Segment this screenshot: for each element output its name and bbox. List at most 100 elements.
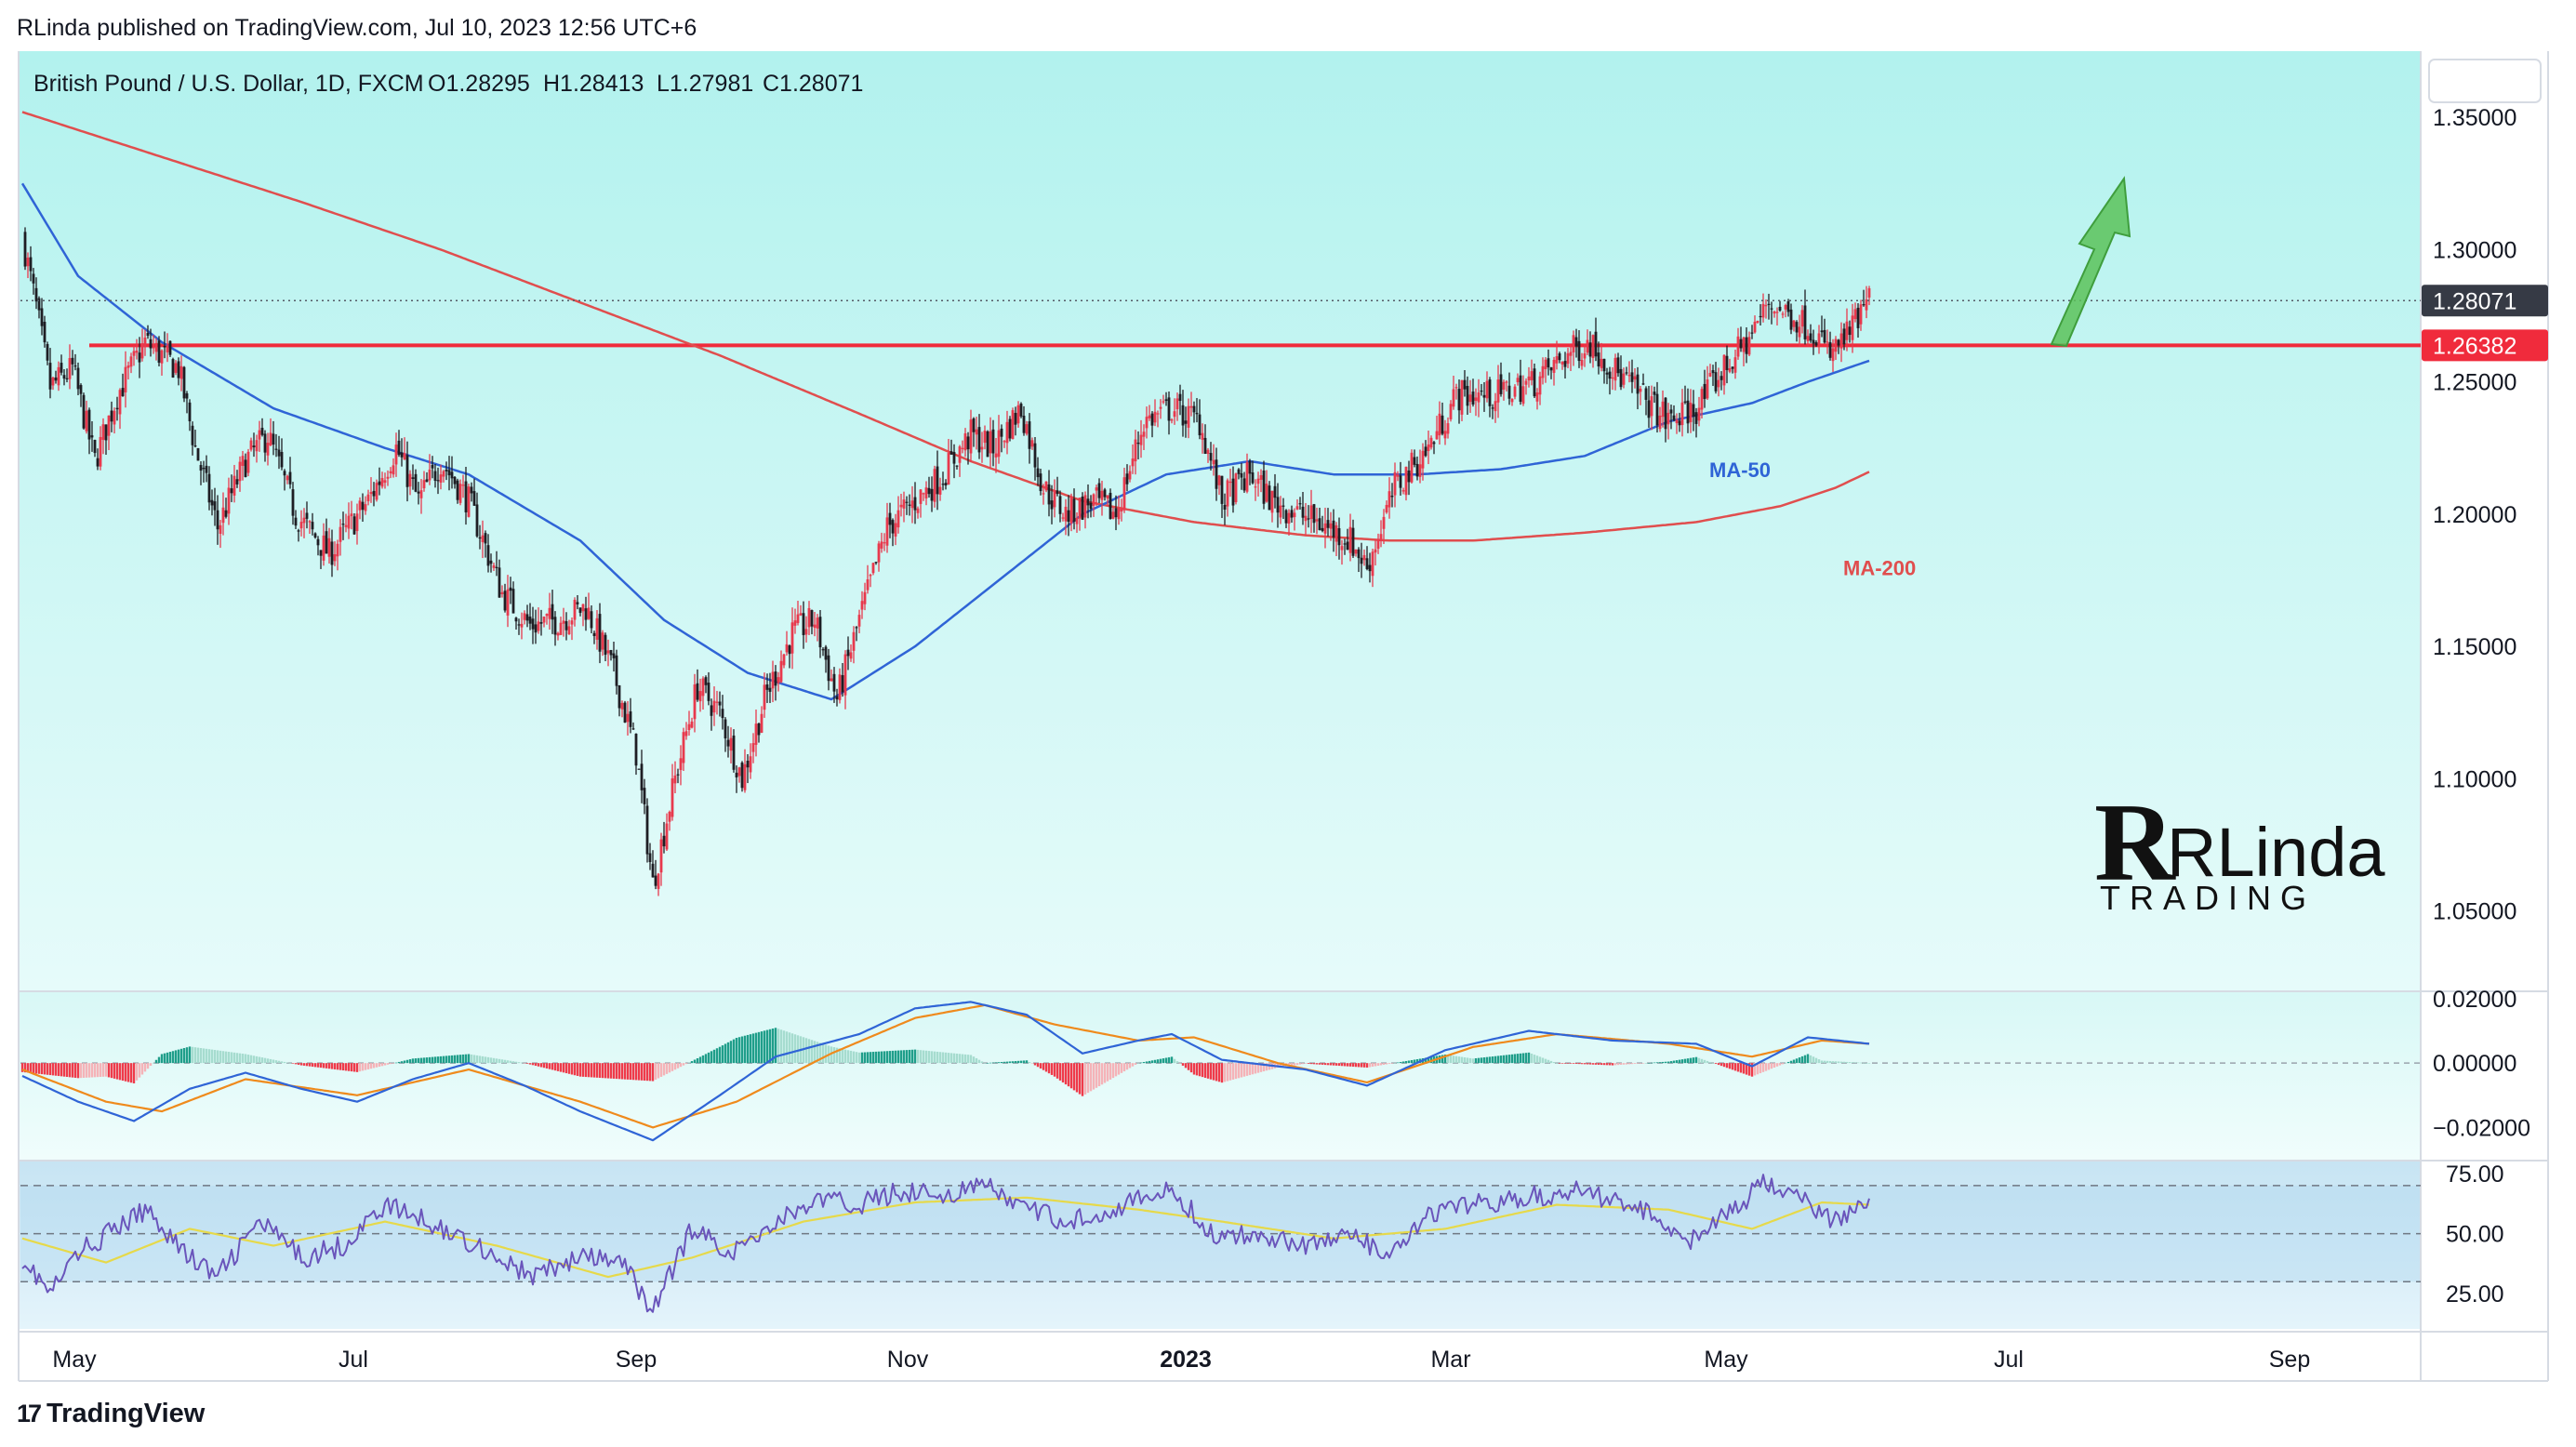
- macd-histogram-bar: [1089, 1063, 1093, 1092]
- candle-body: [1853, 309, 1857, 320]
- candle-body: [1538, 376, 1542, 395]
- candle: [1594, 317, 1598, 362]
- candle: [394, 432, 398, 477]
- time-tick-label: Jul: [339, 1347, 368, 1373]
- macd-histogram-bar: [936, 1051, 939, 1064]
- candle-body: [1477, 392, 1481, 403]
- macd-histogram-bar: [1831, 1061, 1835, 1064]
- candle-body: [1560, 361, 1564, 365]
- candle: [1259, 469, 1263, 493]
- macd-histogram-bar: [171, 1051, 175, 1064]
- candle-body: [673, 775, 677, 784]
- candle-body: [679, 758, 683, 771]
- candle-body: [182, 366, 186, 399]
- candle-body: [1491, 407, 1494, 409]
- candle-body: [857, 615, 861, 627]
- candle: [294, 510, 298, 529]
- candle-body: [1460, 379, 1464, 415]
- candle-body: [1605, 372, 1609, 375]
- candle-body: [888, 512, 892, 525]
- candle: [325, 518, 328, 554]
- candle: [113, 407, 116, 434]
- macd-histogram-bar: [1499, 1055, 1503, 1064]
- candle-body: [1181, 405, 1185, 426]
- macd-histogram-bar: [1326, 1063, 1330, 1066]
- candle-body: [1438, 413, 1441, 436]
- macd-histogram-bar: [1756, 1063, 1759, 1075]
- candle-body: [684, 731, 688, 737]
- candle: [1256, 471, 1260, 497]
- candle: [1424, 440, 1427, 458]
- macd-histogram-bar: [168, 1052, 172, 1064]
- axis-settings-box[interactable]: [2428, 59, 2542, 103]
- candle: [470, 482, 473, 502]
- macd-histogram-bar: [255, 1055, 259, 1064]
- candle: [213, 487, 217, 526]
- macd-histogram-bar: [216, 1050, 219, 1064]
- candle: [1382, 509, 1386, 545]
- macd-histogram-bar: [1053, 1063, 1056, 1077]
- candle-body: [249, 440, 253, 450]
- candle: [564, 612, 568, 641]
- candle: [1622, 367, 1626, 389]
- candle: [121, 373, 125, 397]
- candle: [475, 492, 479, 538]
- time-tick-label: 2023: [1160, 1347, 1212, 1373]
- candle-body: [1142, 431, 1146, 437]
- candle-body: [704, 677, 708, 685]
- candle: [1491, 404, 1494, 419]
- macd-histogram-bar: [1446, 1055, 1450, 1064]
- candle: [288, 457, 292, 489]
- candle: [1265, 470, 1268, 503]
- candle: [1742, 337, 1746, 366]
- macd-histogram-bar: [1569, 1063, 1573, 1064]
- candle-body: [818, 617, 822, 648]
- candle-body: [930, 488, 934, 501]
- macd-histogram-bar: [609, 1063, 613, 1079]
- candle-body: [788, 645, 791, 655]
- macd-histogram-bar: [333, 1063, 337, 1069]
- candle-body: [1276, 497, 1280, 513]
- candle-body: [1692, 404, 1695, 417]
- candle: [503, 583, 507, 613]
- macd-histogram-bar: [104, 1063, 108, 1077]
- rsi-pane-bg: [19, 1162, 2420, 1329]
- macd-histogram-bar: [657, 1063, 660, 1079]
- macd-histogram-bar: [1694, 1056, 1698, 1064]
- candle: [1775, 307, 1779, 325]
- macd-histogram-bar: [1728, 1063, 1732, 1069]
- candle-body: [207, 473, 211, 503]
- candle-body: [96, 458, 100, 467]
- candle: [1452, 375, 1455, 410]
- macd-histogram-bar: [1527, 1052, 1531, 1064]
- macd-histogram-bar: [486, 1056, 490, 1064]
- candle: [1823, 318, 1826, 344]
- macd-histogram-bar: [1482, 1057, 1486, 1064]
- candle: [221, 492, 225, 536]
- candle: [1535, 388, 1539, 410]
- candle: [785, 631, 789, 656]
- level-price-label: 1.26382: [2433, 333, 2516, 359]
- macd-histogram-bar: [704, 1054, 708, 1064]
- macd-histogram-bar: [732, 1039, 736, 1064]
- candle-body: [1067, 510, 1070, 523]
- candle: [1851, 303, 1854, 353]
- macd-histogram-bar: [1441, 1055, 1444, 1064]
- candle-body: [991, 429, 995, 454]
- candle-body: [1097, 483, 1101, 498]
- macd-histogram-bar: [726, 1042, 730, 1064]
- candle: [1683, 385, 1687, 405]
- candle-body: [1329, 523, 1333, 529]
- macd-histogram-bar: [1491, 1056, 1494, 1064]
- macd-histogram-bar: [1625, 1063, 1628, 1065]
- candle-body: [729, 737, 733, 751]
- candle-body: [1588, 342, 1592, 357]
- candle-body: [372, 490, 376, 497]
- tradingview-brand[interactable]: 17 TradingView: [17, 1399, 205, 1429]
- candle: [1011, 407, 1015, 440]
- candle: [1429, 435, 1433, 450]
- candle-body: [1566, 352, 1570, 365]
- candle: [665, 813, 669, 852]
- candle-body: [1003, 441, 1006, 443]
